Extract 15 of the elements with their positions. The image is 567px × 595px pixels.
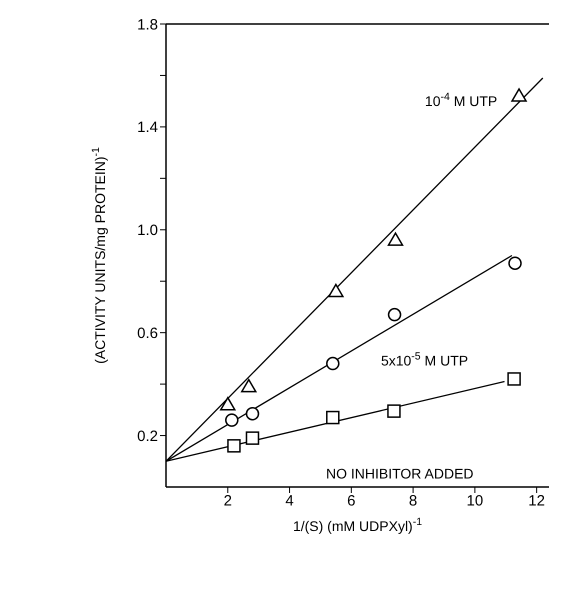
x-tick-label: 10 (466, 492, 484, 510)
x-tick-label: 12 (528, 492, 545, 510)
text: NO INHIBITOR ADDED (326, 465, 474, 482)
x-axis-title: 1/(S) (mM UDPXyl)$^{-1}$ (292, 516, 422, 534)
x-tick-label: 2 (224, 492, 232, 510)
x-tick-label: 8 (408, 492, 418, 510)
text: 5x10$^{-5}$ M UTP (380, 350, 468, 369)
y-tick-label: 1.0 (137, 222, 158, 240)
y-tick-label: 0.6 (137, 324, 158, 342)
series-label: 10$^{-4}$ M UTP (424, 90, 498, 109)
x-tick-label: 4 (285, 492, 294, 510)
y-tick-label: 1.4 (137, 119, 158, 136)
y-tick-label: 1.8 (137, 16, 158, 34)
y-tick-label: 0.2 (137, 428, 158, 445)
x-tick-label: 6 (347, 492, 356, 510)
